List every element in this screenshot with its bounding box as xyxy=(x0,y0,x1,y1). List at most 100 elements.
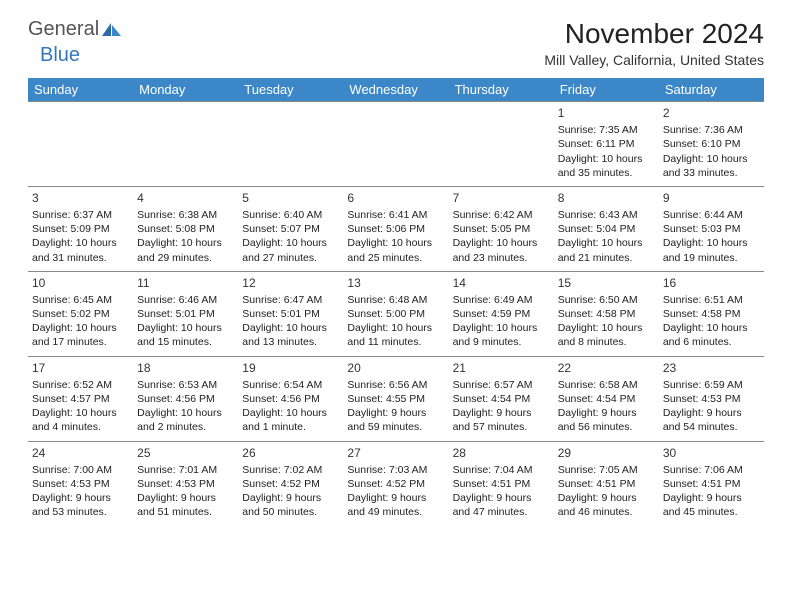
calendar-cell: 25Sunrise: 7:01 AMSunset: 4:53 PMDayligh… xyxy=(133,441,238,525)
day-number: 11 xyxy=(137,275,234,291)
calendar-cell: 12Sunrise: 6:47 AMSunset: 5:01 PMDayligh… xyxy=(238,271,343,356)
sunrise-line: Sunrise: 7:00 AM xyxy=(32,463,129,477)
day-number: 4 xyxy=(137,190,234,206)
sunset-line: Sunset: 4:55 PM xyxy=(347,392,444,406)
day-number: 17 xyxy=(32,360,129,376)
sunset-line: Sunset: 5:03 PM xyxy=(663,222,760,236)
day-number: 23 xyxy=(663,360,760,376)
sunrise-line: Sunrise: 7:35 AM xyxy=(558,123,655,137)
day-number: 5 xyxy=(242,190,339,206)
sunrise-line: Sunrise: 6:41 AM xyxy=(347,208,444,222)
sunset-line: Sunset: 5:01 PM xyxy=(137,307,234,321)
logo-text-general: General xyxy=(28,18,99,41)
day-number: 10 xyxy=(32,275,129,291)
day-number: 12 xyxy=(242,275,339,291)
daylight-line: Daylight: 10 hours and 8 minutes. xyxy=(558,321,655,349)
calendar-cell xyxy=(238,102,343,187)
month-title: November 2024 xyxy=(544,18,764,50)
sunrise-line: Sunrise: 6:54 AM xyxy=(242,378,339,392)
calendar-cell: 28Sunrise: 7:04 AMSunset: 4:51 PMDayligh… xyxy=(449,441,554,525)
logo-sail-icon xyxy=(101,22,123,38)
sunset-line: Sunset: 4:53 PM xyxy=(32,477,129,491)
sunrise-line: Sunrise: 6:50 AM xyxy=(558,293,655,307)
daylight-line: Daylight: 10 hours and 1 minute. xyxy=(242,406,339,434)
day-number: 26 xyxy=(242,445,339,461)
daylight-line: Daylight: 9 hours and 47 minutes. xyxy=(453,491,550,519)
calendar-cell: 2Sunrise: 7:36 AMSunset: 6:10 PMDaylight… xyxy=(659,102,764,187)
sunrise-line: Sunrise: 6:43 AM xyxy=(558,208,655,222)
calendar-cell: 11Sunrise: 6:46 AMSunset: 5:01 PMDayligh… xyxy=(133,271,238,356)
daylight-line: Daylight: 9 hours and 50 minutes. xyxy=(242,491,339,519)
calendar-cell: 13Sunrise: 6:48 AMSunset: 5:00 PMDayligh… xyxy=(343,271,448,356)
sunrise-line: Sunrise: 6:42 AM xyxy=(453,208,550,222)
location: Mill Valley, California, United States xyxy=(544,52,764,68)
sunrise-line: Sunrise: 6:51 AM xyxy=(663,293,760,307)
sunrise-line: Sunrise: 7:01 AM xyxy=(137,463,234,477)
calendar-cell: 24 Sunrise: 7:00 AMSunset: 4:53 PMDayligh… xyxy=(28,441,133,525)
sunrise-line: Sunrise: 7:02 AM xyxy=(242,463,339,477)
day-number: 19 xyxy=(242,360,339,376)
calendar-cell: 7Sunrise: 6:42 AMSunset: 5:05 PMDaylight… xyxy=(449,186,554,271)
daylight-line: Daylight: 10 hours and 2 minutes. xyxy=(137,406,234,434)
day-number: 22 xyxy=(558,360,655,376)
logo-text-blue-wrap: Blue xyxy=(40,44,80,67)
calendar-row: 24Sunrise: 7:00 AMSunset: 4:53 PMDayligh… xyxy=(28,441,764,525)
sunset-line: Sunset: 4:51 PM xyxy=(453,477,550,491)
calendar-cell: 14Sunrise: 6:49 AMSunset: 4:59 PMDayligh… xyxy=(449,271,554,356)
daylight-line: Daylight: 9 hours and 53 minutes. xyxy=(32,491,129,519)
calendar-cell: 17Sunrise: 6:52 AMSunset: 4:57 PMDayligh… xyxy=(28,356,133,441)
day-number: 24 xyxy=(32,445,129,461)
calendar-cell: 30Sunrise: 7:06 AMSunset: 4:51 PMDayligh… xyxy=(659,441,764,525)
sunrise-line: Sunrise: 6:58 AM xyxy=(558,378,655,392)
day-number: 30 xyxy=(663,445,760,461)
daylight-line: Daylight: 9 hours and 49 minutes. xyxy=(347,491,444,519)
daylight-line: Daylight: 9 hours and 46 minutes. xyxy=(558,491,655,519)
sunset-line: Sunset: 5:09 PM xyxy=(32,222,129,236)
daylight-line: Daylight: 9 hours and 54 minutes. xyxy=(663,406,760,434)
calendar-table: SundayMondayTuesdayWednesdayThursdayFrid… xyxy=(28,78,764,525)
daylight-line: Daylight: 10 hours and 35 minutes. xyxy=(558,152,655,180)
sunrise-line: Sunrise: 7:04 AM xyxy=(453,463,550,477)
daylight-line: Daylight: 10 hours and 25 minutes. xyxy=(347,236,444,264)
day-number: 14 xyxy=(453,275,550,291)
day-header: Thursday xyxy=(449,78,554,102)
calendar-cell: 29Sunrise: 7:05 AMSunset: 4:51 PMDayligh… xyxy=(554,441,659,525)
calendar-row: 1Sunrise: 7:35 AMSunset: 6:11 PMDaylight… xyxy=(28,102,764,187)
sunset-line: Sunset: 5:06 PM xyxy=(347,222,444,236)
sunset-line: Sunset: 5:00 PM xyxy=(347,307,444,321)
day-number: 9 xyxy=(663,190,760,206)
calendar-cell: 21Sunrise: 6:57 AMSunset: 4:54 PMDayligh… xyxy=(449,356,554,441)
day-number: 29 xyxy=(558,445,655,461)
sunset-line: Sunset: 6:11 PM xyxy=(558,137,655,151)
calendar-cell: 22Sunrise: 6:58 AMSunset: 4:54 PMDayligh… xyxy=(554,356,659,441)
logo-text-blue: Blue xyxy=(40,44,80,66)
sunrise-line: Sunrise: 6:56 AM xyxy=(347,378,444,392)
sunset-line: Sunset: 5:07 PM xyxy=(242,222,339,236)
day-number: 6 xyxy=(347,190,444,206)
sunset-line: Sunset: 5:01 PM xyxy=(242,307,339,321)
daylight-line: Daylight: 10 hours and 19 minutes. xyxy=(663,236,760,264)
sunset-line: Sunset: 4:51 PM xyxy=(558,477,655,491)
calendar-cell: 4Sunrise: 6:38 AMSunset: 5:08 PMDaylight… xyxy=(133,186,238,271)
sunset-line: Sunset: 6:10 PM xyxy=(663,137,760,151)
day-number: 1 xyxy=(558,105,655,121)
sunset-line: Sunset: 4:58 PM xyxy=(558,307,655,321)
day-number: 20 xyxy=(347,360,444,376)
daylight-line: Daylight: 10 hours and 6 minutes. xyxy=(663,321,760,349)
calendar-cell: 3Sunrise: 6:37 AMSunset: 5:09 PMDaylight… xyxy=(28,186,133,271)
calendar-body: 1Sunrise: 7:35 AMSunset: 6:11 PMDaylight… xyxy=(28,102,764,526)
day-number: 25 xyxy=(137,445,234,461)
sunrise-line: Sunrise: 6:52 AM xyxy=(32,378,129,392)
calendar-cell: 16Sunrise: 6:51 AMSunset: 4:58 PMDayligh… xyxy=(659,271,764,356)
logo: General xyxy=(28,18,125,41)
header: General November 2024 Mill Valley, Calif… xyxy=(28,18,764,68)
daylight-line: Daylight: 10 hours and 33 minutes. xyxy=(663,152,760,180)
day-number: 27 xyxy=(347,445,444,461)
calendar-cell: 10Sunrise: 6:45 AMSunset: 5:02 PMDayligh… xyxy=(28,271,133,356)
daylight-line: Daylight: 10 hours and 9 minutes. xyxy=(453,321,550,349)
day-header: Friday xyxy=(554,78,659,102)
daylight-line: Daylight: 10 hours and 15 minutes. xyxy=(137,321,234,349)
calendar-cell xyxy=(133,102,238,187)
calendar-cell: 15Sunrise: 6:50 AMSunset: 4:58 PMDayligh… xyxy=(554,271,659,356)
daylight-line: Daylight: 10 hours and 4 minutes. xyxy=(32,406,129,434)
